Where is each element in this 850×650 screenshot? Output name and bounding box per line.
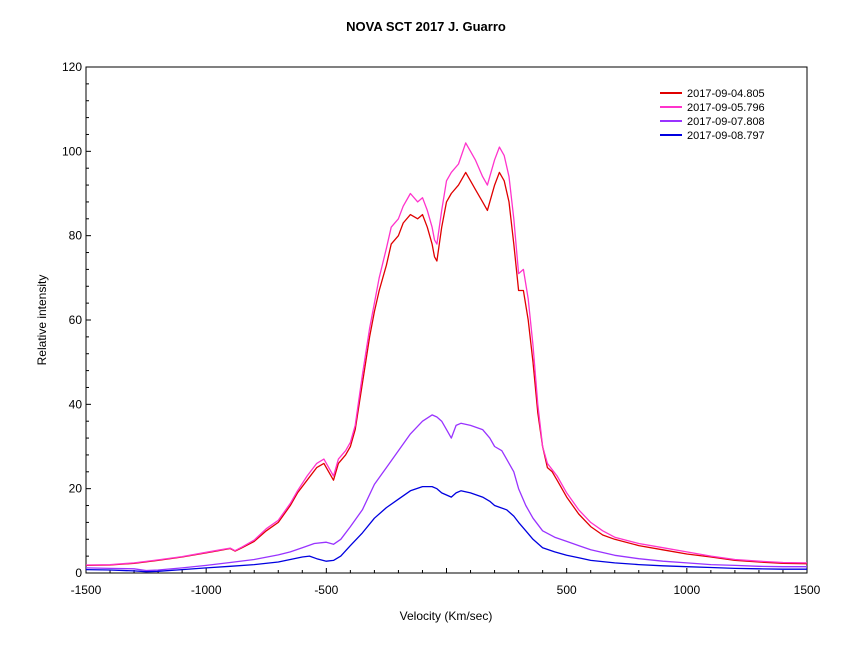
y-tick-label: 120	[62, 60, 82, 74]
legend-label-4: 2017-09-08.797	[687, 130, 765, 142]
series-line-1	[85, 171, 808, 567]
y-tick-label: 40	[69, 397, 83, 411]
y-axis: 0 20 40 60 80 100 120	[62, 60, 91, 580]
x-tick-label: -500	[314, 583, 338, 597]
x-axis-label: Velocity (Km/sec)	[400, 609, 493, 623]
x-tick-label: 500	[557, 583, 577, 597]
series-line-4	[85, 485, 807, 573]
y-tick-label: 80	[69, 229, 83, 243]
chart-title: NOVA SCT 2017 J. Guarro	[346, 19, 506, 34]
series-line-2	[85, 142, 808, 566]
y-tick-label: 100	[62, 144, 82, 158]
series-lines	[85, 142, 808, 573]
plot-frame	[85, 66, 808, 574]
x-tick-label: -1500	[71, 583, 102, 597]
x-tick-label: 1000	[673, 583, 700, 597]
x-axis: -1500 -1000 -500 500 1000 1500	[71, 568, 821, 597]
series-line-3	[85, 414, 807, 572]
x-tick-label: -1000	[191, 583, 222, 597]
x-tick-label: 1500	[794, 583, 821, 597]
y-tick-label: 60	[69, 313, 83, 327]
legend: 2017-09-04.805 2017-09-05.796 2017-09-07.8…	[660, 88, 765, 142]
legend-label-3: 2017-09-07.808	[687, 116, 765, 128]
legend-label-2: 2017-09-05.796	[687, 102, 765, 114]
y-tick-label: 0	[75, 566, 82, 580]
y-axis-label: Relative intensity	[35, 275, 49, 366]
y-tick-label: 20	[69, 482, 83, 496]
legend-label-1: 2017-09-04.805	[687, 88, 765, 100]
